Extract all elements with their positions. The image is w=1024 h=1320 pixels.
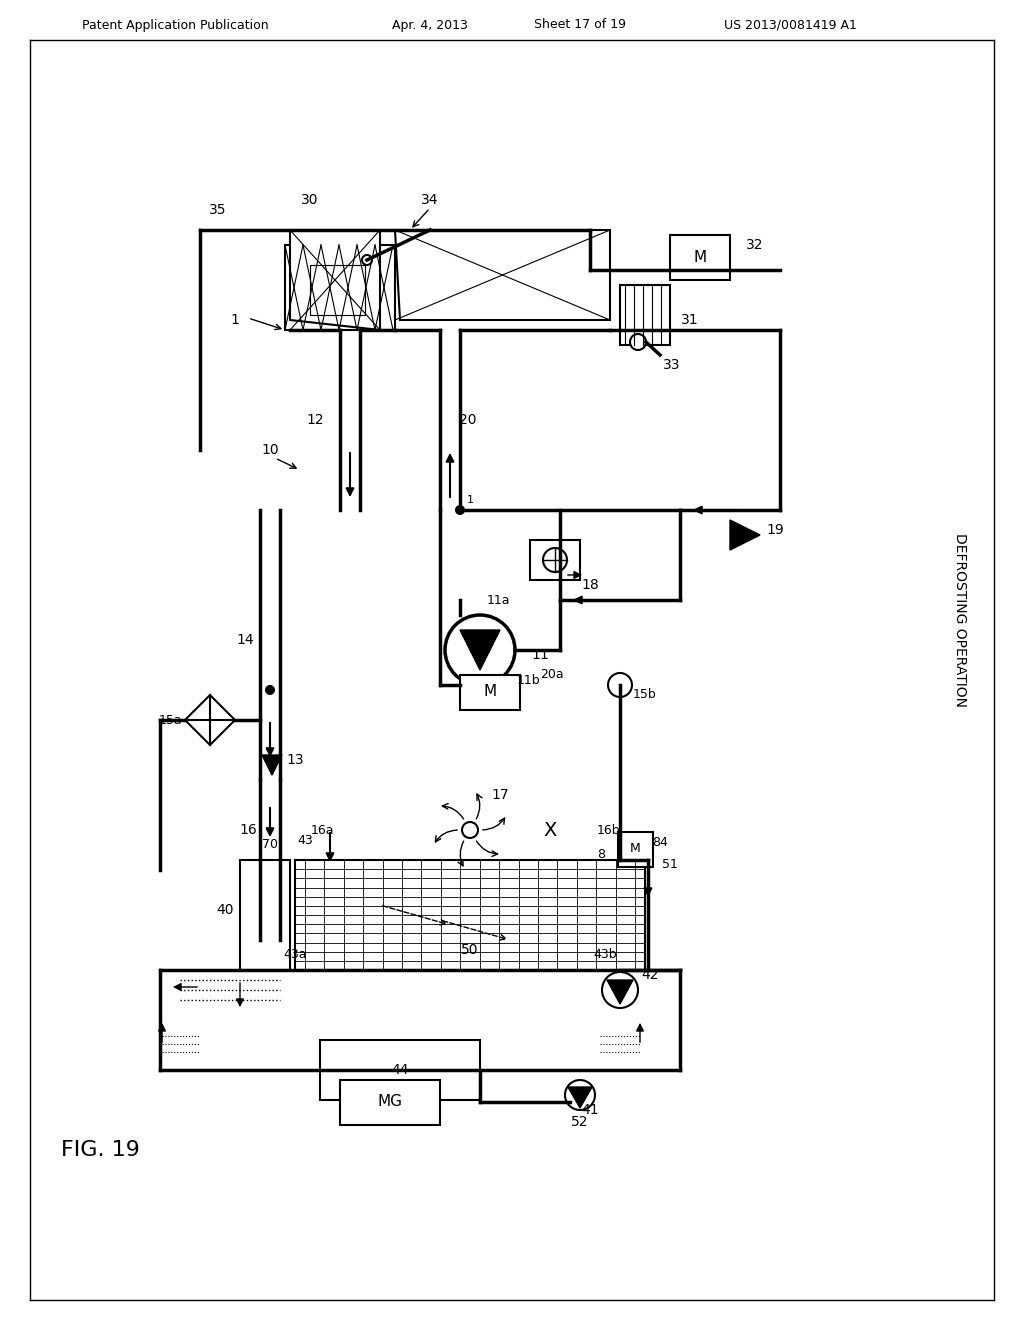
Text: 34: 34 (421, 193, 438, 207)
Text: DEFROSTING OPERATION: DEFROSTING OPERATION (953, 533, 967, 708)
Polygon shape (185, 696, 234, 744)
Text: 32: 32 (746, 238, 764, 252)
Bar (530, 540, 580, 579)
Text: 1: 1 (467, 495, 473, 506)
Text: 15a: 15a (158, 714, 182, 726)
Circle shape (455, 506, 465, 515)
Circle shape (630, 334, 646, 350)
Text: FIG. 19: FIG. 19 (60, 1140, 139, 1160)
Bar (340, 1080, 440, 1125)
Text: 31: 31 (681, 313, 698, 327)
Bar (670, 235, 730, 280)
Text: 16a: 16a (310, 824, 334, 837)
Polygon shape (290, 230, 380, 330)
Text: 11a: 11a (486, 594, 510, 606)
Text: 52: 52 (571, 1115, 589, 1129)
Text: 14: 14 (237, 634, 254, 647)
Bar (285, 246, 395, 330)
Text: 18: 18 (582, 578, 599, 591)
Text: 50: 50 (461, 942, 479, 957)
Polygon shape (262, 755, 282, 775)
Text: 17: 17 (492, 788, 509, 803)
Text: 13: 13 (286, 752, 304, 767)
Text: 41: 41 (582, 1104, 599, 1117)
Text: 20a: 20a (541, 668, 564, 681)
Circle shape (608, 673, 632, 697)
Text: 70: 70 (262, 838, 278, 851)
Text: Sheet 17 of 19: Sheet 17 of 19 (534, 18, 626, 32)
Text: M: M (630, 842, 640, 855)
Bar (240, 861, 290, 970)
Circle shape (462, 822, 478, 838)
Text: 84: 84 (652, 836, 668, 849)
Text: MG: MG (378, 1094, 402, 1110)
Circle shape (362, 255, 372, 265)
Circle shape (602, 972, 638, 1008)
Polygon shape (460, 630, 500, 671)
Text: 10: 10 (261, 444, 279, 457)
Bar (310, 265, 365, 315)
Polygon shape (395, 230, 610, 319)
Text: Apr. 4, 2013: Apr. 4, 2013 (392, 18, 468, 32)
Text: 11: 11 (531, 648, 549, 663)
Polygon shape (568, 1086, 592, 1107)
Text: 19: 19 (766, 523, 784, 537)
Bar (618, 832, 653, 867)
Circle shape (445, 615, 515, 685)
Text: 30: 30 (301, 193, 318, 207)
Text: 40: 40 (216, 903, 233, 917)
Text: 33: 33 (664, 358, 681, 372)
Text: 35: 35 (209, 203, 226, 216)
Circle shape (543, 548, 567, 572)
Text: 43a: 43a (284, 949, 307, 961)
Bar (620, 285, 670, 345)
Text: 16b: 16b (596, 824, 620, 837)
Text: 43b: 43b (593, 949, 616, 961)
Circle shape (565, 1080, 595, 1110)
Bar (319, 1040, 480, 1100)
Text: 1: 1 (230, 313, 240, 327)
Text: 20: 20 (459, 413, 477, 426)
Polygon shape (607, 979, 633, 1005)
Bar (460, 675, 520, 710)
Text: 42: 42 (641, 968, 658, 982)
Bar (310, 265, 365, 315)
Text: M: M (693, 249, 707, 264)
Circle shape (265, 685, 275, 696)
Text: 8: 8 (597, 849, 605, 862)
Text: 12: 12 (306, 413, 324, 426)
Text: Patent Application Publication: Patent Application Publication (82, 18, 268, 32)
Text: 16: 16 (240, 822, 257, 837)
Text: 43: 43 (297, 833, 313, 846)
Text: 51: 51 (663, 858, 678, 871)
Bar (295, 861, 645, 970)
Text: 11b: 11b (516, 673, 540, 686)
Polygon shape (730, 520, 760, 550)
Text: X: X (544, 821, 557, 840)
Text: 44: 44 (391, 1063, 409, 1077)
Text: 15b: 15b (633, 689, 656, 701)
Text: US 2013/0081419 A1: US 2013/0081419 A1 (724, 18, 856, 32)
Text: M: M (483, 685, 497, 700)
